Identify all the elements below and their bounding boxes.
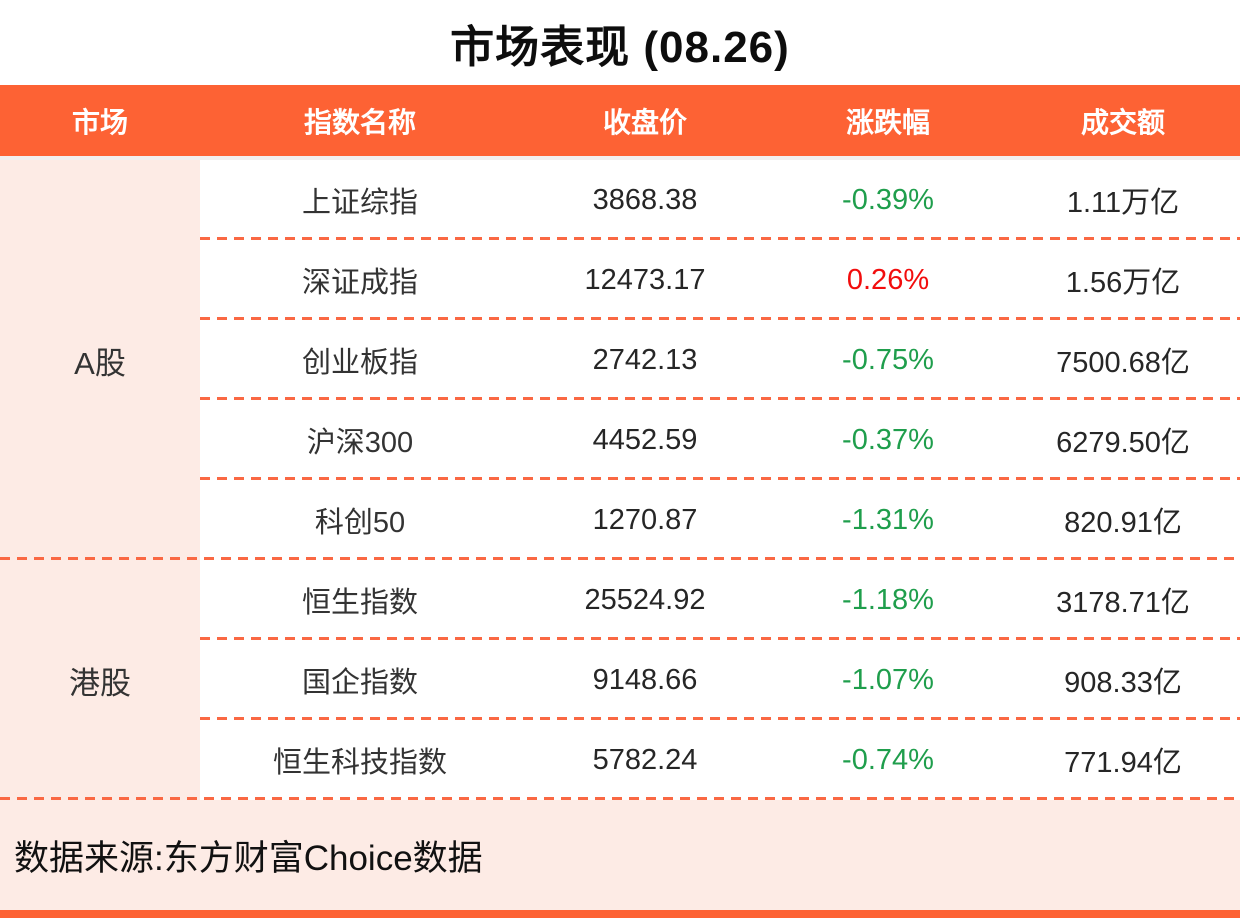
market-label: A股 — [0, 160, 200, 560]
table-row: 沪深300 4452.59 -0.37% 6279.50亿 — [200, 400, 1240, 480]
close-price-cell: 3868.38 — [592, 183, 698, 216]
market-group-a-shares: A股 上证综指 3868.38 -0.39% 1.11万亿 深证成指 12473… — [0, 160, 1240, 560]
data-source-note: 数据来源:东方财富Choice数据 — [14, 838, 483, 878]
close-price-cell: 9148.66 — [592, 663, 698, 696]
index-name-cell: 恒生指数 — [301, 587, 418, 619]
close-price-cell: 1270.87 — [592, 503, 698, 536]
turnover-cell: 1.56万亿 — [1065, 267, 1181, 299]
index-name-cell: 科创50 — [314, 507, 406, 539]
header-underline — [0, 156, 1240, 160]
column-header-market: 市场 — [71, 106, 128, 138]
index-name-cell: 上证综指 — [301, 187, 418, 219]
change-pct-cell: -0.37% — [842, 423, 934, 456]
title-bar: 市场表现 (08.26) — [0, 0, 1240, 85]
data-source-bar: 数据来源:东方财富Choice数据 — [0, 800, 1240, 910]
turnover-cell: 3178.71亿 — [1056, 587, 1190, 619]
column-header-index: 指数名称 — [303, 106, 416, 138]
close-price-cell: 25524.92 — [584, 583, 706, 616]
turnover-cell: 1.11万亿 — [1066, 187, 1180, 219]
turnover-cell: 908.33亿 — [1064, 667, 1182, 699]
column-header-close: 收盘价 — [602, 106, 687, 138]
group-rows: 恒生指数 25524.92 -1.18% 3178.71亿 国企指数 9148.… — [200, 560, 1240, 800]
close-price-cell: 12473.17 — [584, 263, 706, 296]
close-price-cell: 2742.13 — [592, 343, 698, 376]
turnover-cell: 771.94亿 — [1064, 747, 1182, 779]
table-row: 恒生科技指数 5782.24 -0.74% 771.94亿 — [200, 720, 1240, 800]
index-name-cell: 创业板指 — [301, 347, 418, 379]
table-row: 国企指数 9148.66 -1.07% 908.33亿 — [200, 640, 1240, 720]
turnover-cell: 820.91亿 — [1064, 507, 1182, 539]
table-row: 创业板指 2742.13 -0.75% 7500.68亿 — [200, 320, 1240, 400]
turnover-cell: 6279.50亿 — [1056, 427, 1190, 459]
turnover-cell: 7500.68亿 — [1056, 347, 1190, 379]
table-body: A股 上证综指 3868.38 -0.39% 1.11万亿 深证成指 12473… — [0, 160, 1240, 800]
change-pct-cell: 0.26% — [846, 263, 930, 296]
group-rows: 上证综指 3868.38 -0.39% 1.11万亿 深证成指 12473.17… — [200, 160, 1240, 560]
index-name-cell: 沪深300 — [306, 427, 414, 459]
change-pct-cell: -1.31% — [842, 503, 934, 536]
table-row: 恒生指数 25524.92 -1.18% 3178.71亿 — [200, 560, 1240, 640]
close-price-cell: 5782.24 — [592, 743, 698, 776]
table-row: 科创50 1270.87 -1.31% 820.91亿 — [200, 480, 1240, 560]
page-title: 市场表现 (08.26) — [450, 22, 790, 72]
change-pct-cell: -0.74% — [842, 743, 934, 776]
change-pct-cell: -1.07% — [842, 663, 934, 696]
market-group-hk-shares: 港股 恒生指数 25524.92 -1.18% 3178.71亿 国企指数 91… — [0, 560, 1240, 800]
column-header-change: 涨跌幅 — [845, 106, 930, 138]
table-header-row: 市场 指数名称 收盘价 涨跌幅 成交额 — [0, 85, 1240, 156]
column-header-turnover: 成交额 — [1080, 106, 1165, 138]
change-pct-cell: -0.39% — [842, 183, 934, 216]
market-label: 港股 — [0, 560, 200, 800]
index-name-cell: 国企指数 — [301, 667, 418, 699]
close-price-cell: 4452.59 — [592, 423, 698, 456]
table-row: 深证成指 12473.17 0.26% 1.56万亿 — [200, 240, 1240, 320]
change-pct-cell: -0.75% — [842, 343, 934, 376]
table-row: 上证综指 3868.38 -0.39% 1.11万亿 — [200, 160, 1240, 240]
bottom-accent-bar — [0, 910, 1240, 918]
index-name-cell: 深证成指 — [301, 267, 418, 299]
change-pct-cell: -1.18% — [842, 583, 934, 616]
index-name-cell: 恒生科技指数 — [272, 747, 447, 779]
